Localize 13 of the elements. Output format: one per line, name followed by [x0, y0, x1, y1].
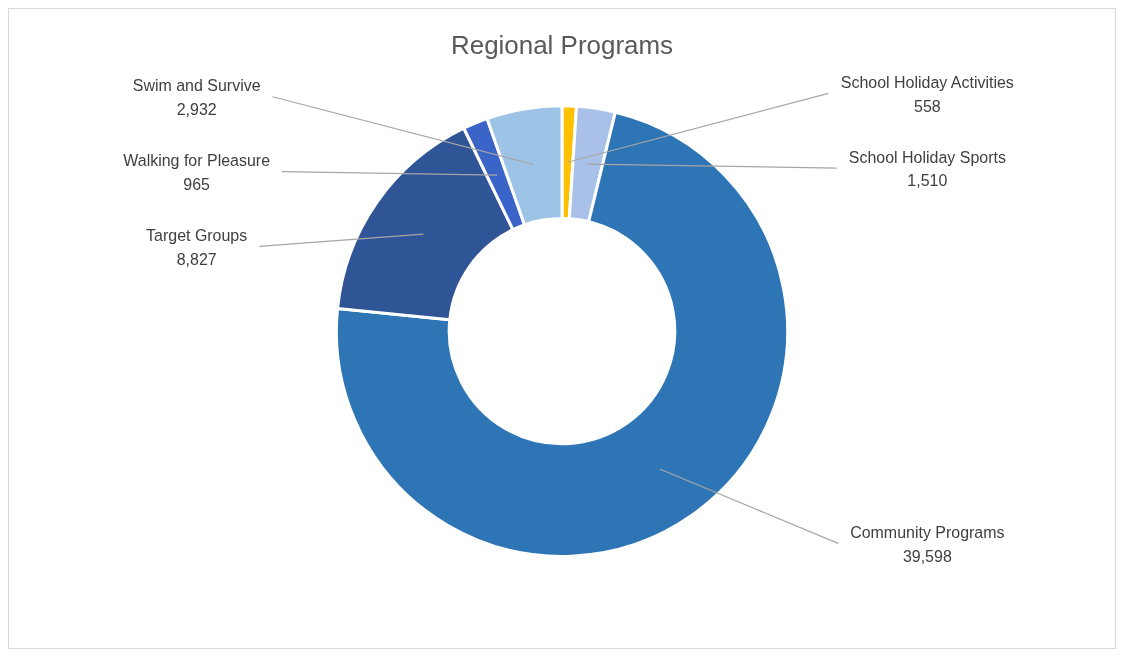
data-label: 965 — [183, 175, 211, 193]
data-label: 1,510 — [907, 172, 948, 190]
slice-label: Swim and Survive — [132, 77, 261, 95]
chart-title: Regional Programs — [450, 30, 674, 59]
slice-label: Walking for Pleasure — [123, 151, 271, 169]
data-label: 558 — [914, 97, 941, 115]
slice-label: School Holiday Sports — [848, 148, 1006, 166]
data-label: 8,827 — [176, 250, 217, 268]
data-label: 2,932 — [176, 101, 217, 119]
slice-label: School Holiday Activities — [840, 73, 1014, 91]
slice-label: Community Programs — [850, 523, 1005, 541]
data-label: 39,598 — [902, 547, 952, 565]
slice-label: Target Groups — [146, 226, 248, 244]
